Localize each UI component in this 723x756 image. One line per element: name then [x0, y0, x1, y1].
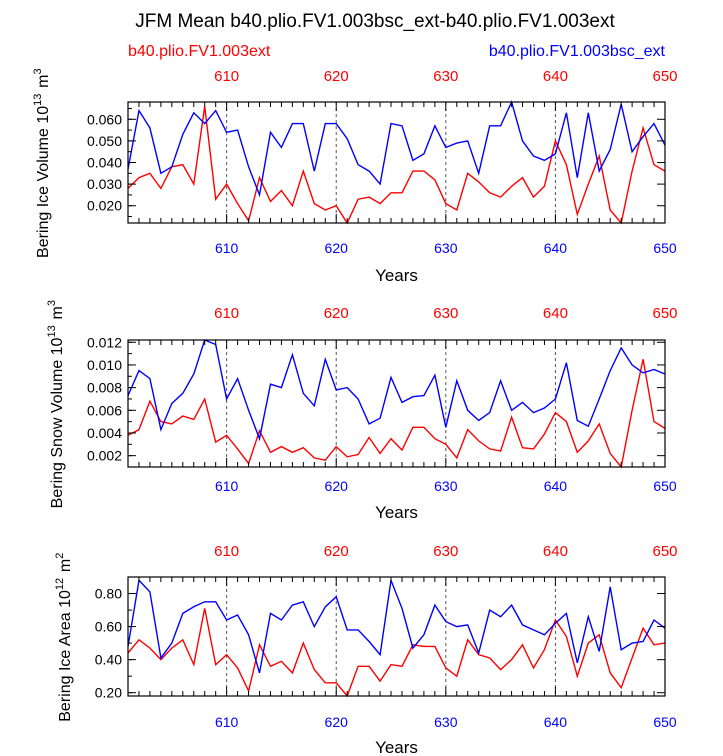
top-axis-label: 620: [324, 68, 349, 85]
x-axis-title: Years: [375, 738, 418, 756]
top-axis-label: 610: [214, 305, 239, 322]
panel-2: 0.002 0.004 0.006 0.008 0.010 0.012 610 620 630 6…: [46, 299, 678, 522]
y-tick-label: 0.60: [95, 619, 122, 635]
y-tick-label: 0.002: [87, 448, 122, 464]
panel-3: 0.20 0.40 0.60 0.80 610 620 630 640 650 610 620 630…: [54, 543, 678, 756]
x-axis-title: Years: [375, 503, 418, 522]
bottom-axis-label: 610: [215, 478, 239, 494]
series-line-blue: [127, 339, 666, 442]
y-axis-title: Bering Ice Area 1012 m2: [54, 551, 74, 721]
top-axis-label: 630: [433, 68, 458, 85]
series-line-red: [127, 608, 666, 698]
y-tick-label: 0.050: [87, 133, 122, 149]
y-tick-label: 0.20: [95, 685, 122, 701]
plot-frame: [127, 576, 666, 697]
bottom-axis-label: 650: [653, 478, 677, 494]
top-axis-label: 650: [652, 68, 677, 85]
y-tick-label: 0.010: [87, 357, 122, 373]
bottom-axis-label: 610: [215, 714, 239, 730]
series-line-red: [127, 359, 666, 469]
bottom-axis-label: 630: [434, 714, 458, 730]
bottom-axis-label: 620: [325, 478, 349, 494]
bottom-axis-label: 630: [434, 478, 458, 494]
bottom-axis-label: 630: [434, 240, 458, 256]
plot-frame: [127, 339, 666, 468]
series-line-blue: [127, 99, 666, 198]
x-axis-title: Years: [375, 266, 418, 285]
y-tick-label: 0.80: [95, 586, 122, 602]
plot-frame: [127, 101, 666, 224]
bottom-axis-label: 620: [325, 240, 349, 256]
top-axis-label: 640: [543, 68, 568, 85]
y-tick-label: 0.060: [87, 111, 122, 127]
bottom-axis-label: 640: [544, 478, 568, 494]
y-tick-label: 0.004: [87, 425, 122, 441]
y-axis-title: Bering Snow Volume 1013 m3: [46, 299, 66, 509]
top-axis-label: 610: [214, 543, 239, 560]
chart-panels: 0.020 0.030 0.040 0.050 0.060 610 620 630 640 650…: [32, 67, 678, 756]
bottom-axis-label: 650: [653, 714, 677, 730]
bottom-axis-label: 620: [325, 714, 349, 730]
legend-red-series: b40.plio.FV1.003ext: [128, 43, 271, 60]
top-axis-label: 610: [214, 68, 239, 85]
series-line-blue: [127, 577, 666, 674]
bottom-axis-label: 640: [544, 714, 568, 730]
top-axis-label: 640: [543, 305, 568, 322]
bottom-axis-label: 640: [544, 240, 568, 256]
top-axis-label: 650: [652, 305, 677, 322]
legend-blue-series: b40.plio.FV1.003bsc_ext: [489, 43, 666, 60]
y-tick-label: 0.020: [87, 198, 122, 214]
bottom-axis-label: 650: [653, 240, 677, 256]
panel-1: 0.020 0.030 0.040 0.050 0.060 610 620 630 640 650…: [32, 67, 678, 285]
bottom-axis-label: 610: [215, 240, 239, 256]
figure-title: JFM Mean b40.plio.FV1.003bsc_ext-b40.pli…: [135, 11, 615, 32]
y-tick-label: 0.008: [87, 380, 122, 396]
y-tick-label: 0.006: [87, 402, 122, 418]
y-tick-label: 0.012: [87, 334, 122, 350]
series-line-red: [127, 106, 666, 225]
y-tick-label: 0.040: [87, 155, 122, 171]
top-axis-label: 620: [324, 305, 349, 322]
y-tick-label: 0.40: [95, 652, 122, 668]
y-tick-label: 0.030: [87, 176, 122, 192]
y-axis-title: Bering Ice Volume 1013 m3: [32, 67, 52, 258]
top-axis-label: 630: [433, 305, 458, 322]
top-axis-label: 650: [652, 543, 677, 560]
top-axis-label: 640: [543, 543, 568, 560]
top-axis-label: 620: [324, 543, 349, 560]
top-axis-label: 630: [433, 543, 458, 560]
